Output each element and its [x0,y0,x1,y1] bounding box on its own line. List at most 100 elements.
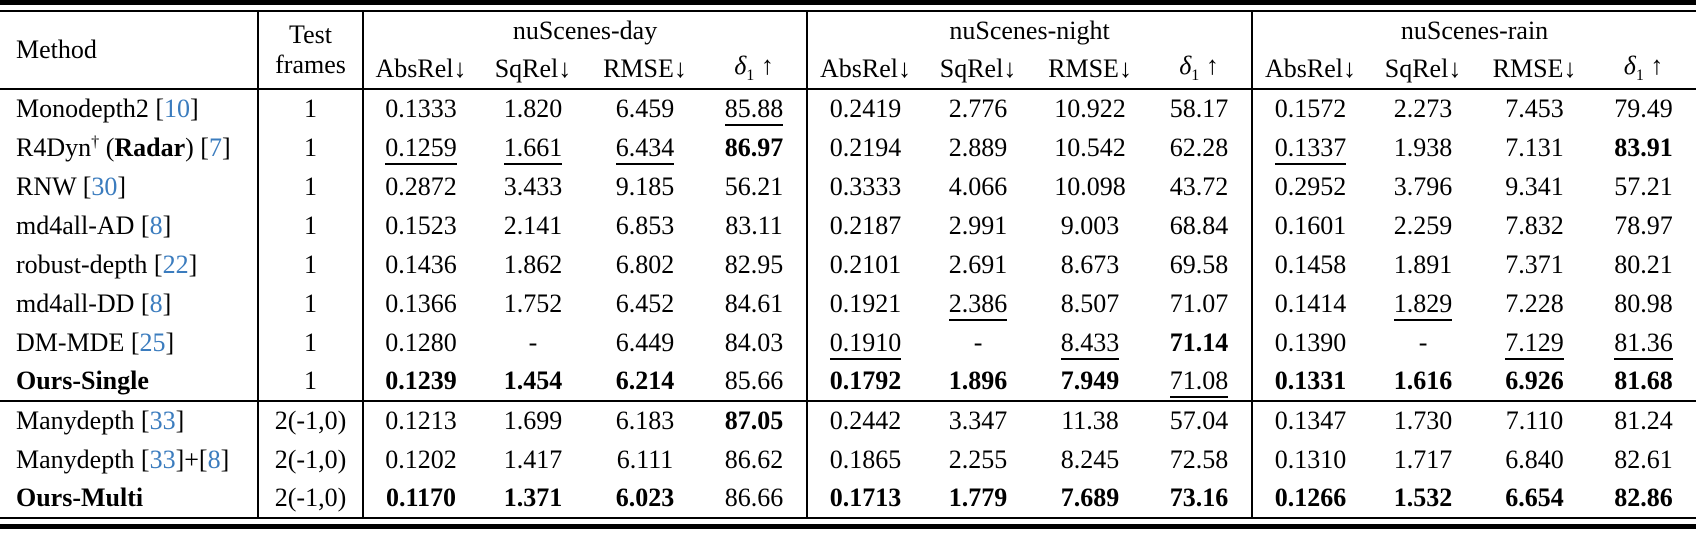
metric-value: 78.97 [1614,210,1673,240]
metric-value: 2.255 [948,444,1008,474]
metric-value: 1.938 [1393,132,1453,162]
metric-value: 0.1170 [385,483,457,512]
metric-cell: 0.1390 [1251,323,1369,362]
metric-arrow-icon: ↑ [1650,51,1664,81]
metric-value: 3.433 [503,171,563,201]
metric-cell: 6.183 [588,400,702,440]
citation-link[interactable]: 10 [164,94,191,123]
citation-link[interactable]: 8 [207,444,221,474]
metric-cell: 0.2187 [806,206,924,245]
metric-cell: 0.1170 [362,479,478,518]
metric-value: 7.689 [1060,483,1120,512]
metric-value: 82.95 [724,249,784,279]
table-row: Manydepth [33] 2(-1,0) 0.1213 1.699 6.183 87.… [0,400,1696,440]
metric-subscript: 1 [1191,67,1200,85]
metric-label: AbsRel [820,53,899,83]
metric-value: 1.699 [503,406,563,435]
test-frames-line2: frames [275,50,346,79]
method-text: ] [165,327,175,357]
table-row: md4all-AD [8] 1 0.1523 2.141 6.853 83.11 0.218… [0,206,1696,245]
metric-value: 0.2872 [385,171,457,201]
metric-cell: 73.16 [1147,479,1252,518]
metric-cell: 10.922 [1033,89,1147,128]
metric-value: 73.16 [1169,483,1229,512]
test-frames-cell: 1 [257,128,363,167]
metric-cell: 1.616 [1368,362,1478,401]
bottom-rule-gap [0,519,1696,524]
metric-label: δ [734,51,747,81]
metric-cell: 58.17 [1147,89,1252,128]
metric-label: δ [1623,51,1636,81]
metric-header-rmse: RMSE↓ [588,49,702,89]
metric-cell: 72.58 [1147,440,1252,479]
citation-link[interactable]: 7 [208,132,222,162]
citation-link[interactable]: 8 [149,210,163,240]
metric-cell: 0.1331 [1251,362,1369,401]
metric-value: 4.066 [948,171,1008,201]
metric-cell: 6.023 [588,479,702,518]
metric-value: 57.04 [1169,406,1229,435]
col-header-test-frames: Test frames [257,11,363,89]
table-row: RNW [30] 1 0.2872 3.433 9.185 56.21 0.3333 4.06… [0,167,1696,206]
table-row: R4Dyn† (Radar) [7] 1 0.1259 1.661 6.434 86.97… [0,128,1696,167]
citation-link[interactable]: 30 [91,171,118,201]
metric-value: 6.802 [615,249,675,279]
metric-header-sqrel: SqRel↓ [923,49,1033,89]
metric-value: 68.84 [1169,210,1229,240]
metric-label: AbsRel [1265,53,1344,83]
method-cell: Ours-Single [0,362,258,401]
citation-link[interactable]: 25 [139,327,166,357]
metric-cell: 1.896 [923,362,1033,401]
method-text: ] [221,132,231,162]
method-text: md4all-DD [ [16,288,150,318]
metric-header-rmse: RMSE↓ [1478,49,1591,89]
metric-cell: 86.62 [702,440,807,479]
metric-value: 84.03 [724,327,784,357]
metric-cell: 7.949 [1033,362,1147,401]
metric-value: 1.896 [948,366,1008,395]
group-header-nuscenes-day: nuScenes-day [361,11,808,49]
metric-value: 6.023 [615,483,675,512]
metric-cell: 6.452 [588,284,702,323]
metric-cell: 3.347 [923,400,1034,440]
metric-value: 0.1458 [1274,249,1347,279]
metric-value: 7.131 [1505,132,1564,162]
metric-arrow-icon: ↑ [1205,51,1219,81]
method-text: DM-MDE [ [16,327,140,357]
metric-header-absrel: AbsRel↓ [362,49,478,89]
metric-cell: 0.2872 [362,167,478,206]
metric-cell: 6.434 [588,128,702,167]
metric-cell: 6.654 [1478,479,1591,518]
metric-value: 10.098 [1054,171,1126,201]
metric-value: 8.433 [1060,327,1120,360]
metric-value: 1.454 [503,366,563,395]
metric-label: SqRel [494,53,559,83]
metric-arrow-icon: ↓ [558,53,572,83]
metric-cell: 0.1259 [362,128,478,167]
metric-value: 0.1436 [385,249,457,279]
metric-cell: 6.449 [588,323,702,362]
citation-link[interactable]: 8 [149,288,163,318]
metric-value: 2.776 [948,94,1008,123]
method-text: ) [ [185,132,209,162]
metric-cell: 1.820 [478,89,588,128]
citation-link[interactable]: 33 [149,406,176,435]
metric-value: 0.2419 [829,94,902,123]
citation-link[interactable]: 33 [149,444,176,474]
test-frames-cell: 1 [257,89,363,128]
group-header-nuscenes-night: nuScenes-night [806,11,1253,49]
metric-value: 11.38 [1061,406,1119,435]
metric-value: 80.21 [1614,249,1673,279]
metric-cell: 1.371 [478,479,588,518]
method-text: Monodepth2 [ [16,94,165,123]
metric-value: 0.1414 [1274,288,1347,318]
metric-cell: 3.796 [1368,167,1478,206]
metric-value: 10.542 [1054,132,1126,162]
metric-cell: 2.259 [1368,206,1478,245]
citation-link[interactable]: 22 [162,249,189,279]
test-frames-cell: 1 [257,245,363,284]
metric-cell: 82.61 [1591,440,1696,479]
metric-header-δ: δ1 ↑ [1147,49,1252,89]
metric-value: - [1418,327,1428,357]
metric-value: 6.111 [616,444,674,474]
